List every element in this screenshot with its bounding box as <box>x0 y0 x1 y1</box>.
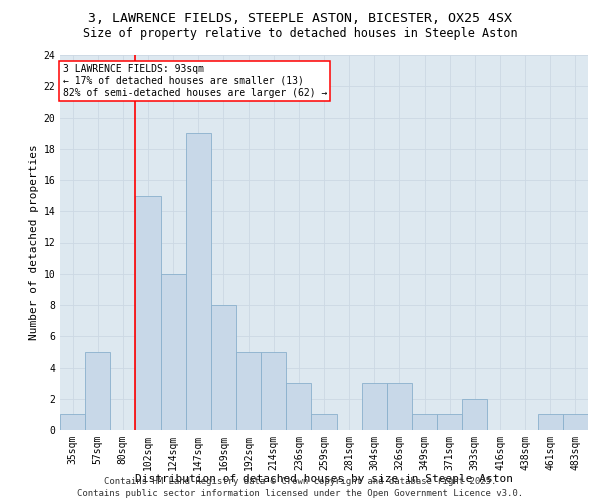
Bar <box>462 399 487 430</box>
Text: 3, LAWRENCE FIELDS, STEEPLE ASTON, BICESTER, OX25 4SX: 3, LAWRENCE FIELDS, STEEPLE ASTON, BICES… <box>88 12 512 26</box>
Text: Contains HM Land Registry data © Crown copyright and database right 2025.
Contai: Contains HM Land Registry data © Crown c… <box>77 476 523 498</box>
Bar <box>236 352 261 430</box>
X-axis label: Distribution of detached houses by size in Steeple Aston: Distribution of detached houses by size … <box>135 474 513 484</box>
Text: Size of property relative to detached houses in Steeple Aston: Size of property relative to detached ho… <box>83 28 517 40</box>
Bar <box>85 352 110 430</box>
Bar <box>211 305 236 430</box>
Bar <box>60 414 85 430</box>
Text: 3 LAWRENCE FIELDS: 93sqm
← 17% of detached houses are smaller (13)
82% of semi-d: 3 LAWRENCE FIELDS: 93sqm ← 17% of detach… <box>62 64 327 98</box>
Bar <box>412 414 437 430</box>
Bar <box>136 196 161 430</box>
Y-axis label: Number of detached properties: Number of detached properties <box>29 144 39 340</box>
Bar <box>563 414 588 430</box>
Bar <box>261 352 286 430</box>
Bar <box>437 414 462 430</box>
Bar <box>311 414 337 430</box>
Bar <box>286 383 311 430</box>
Bar <box>362 383 387 430</box>
Bar <box>186 133 211 430</box>
Bar <box>387 383 412 430</box>
Bar <box>161 274 186 430</box>
Bar <box>538 414 563 430</box>
